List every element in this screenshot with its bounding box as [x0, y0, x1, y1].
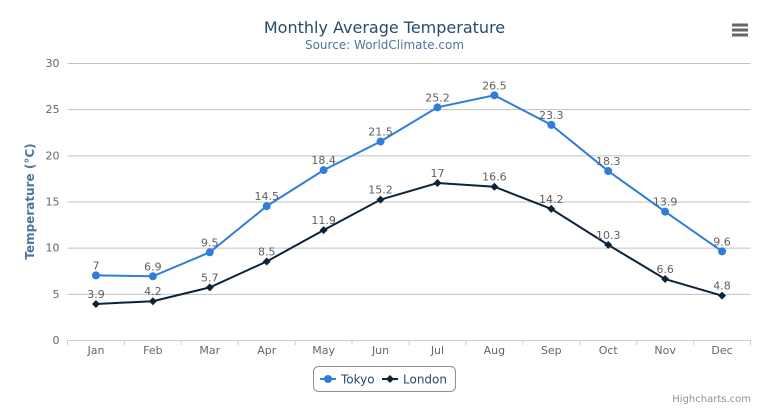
legend: Tokyo London [313, 366, 456, 392]
data-label: 5.7 [201, 271, 219, 284]
data-label: 9.5 [201, 236, 219, 249]
series-line-tokyo [95, 94, 723, 278]
data-label: 4.8 [713, 280, 731, 293]
data-label: 10.3 [596, 229, 621, 242]
legend-label: Tokyo [340, 373, 375, 387]
chart-subtitle: Source: WorldClimate.com [305, 38, 464, 52]
legend-item-london[interactable]: London [382, 373, 447, 387]
data-point [262, 202, 271, 211]
data-label: 8.5 [258, 246, 276, 259]
data-point [604, 240, 613, 249]
y-tick-label: 20 [46, 149, 60, 162]
y-tick-label: 10 [46, 242, 60, 255]
chart-title: Monthly Average Temperature [264, 18, 505, 37]
data-point [490, 182, 499, 191]
data-point [604, 167, 613, 176]
data-label: 14.5 [254, 190, 279, 203]
data-label: 26.5 [482, 79, 507, 92]
data-label: 4.2 [144, 285, 162, 298]
hamburger-menu-icon [732, 23, 748, 37]
data-point [433, 179, 442, 188]
x-tick-label: Mar [199, 344, 220, 357]
y-tick-label: 30 [46, 57, 60, 70]
series-line-london [95, 182, 723, 305]
x-tick-label: Feb [143, 344, 162, 357]
y-tick-label: 25 [46, 103, 60, 116]
data-label: 17 [430, 167, 444, 180]
data-label: 13.9 [653, 196, 678, 209]
data-label: 16.6 [482, 171, 507, 184]
data-label: 7 [92, 259, 99, 272]
data-point [433, 103, 442, 112]
data-label: 11.9 [311, 214, 336, 227]
y-axis-title: Temperature (°C) [23, 143, 37, 259]
data-point [148, 272, 157, 281]
data-point [319, 166, 328, 175]
x-tick-label: Sep [541, 344, 562, 357]
x-tick-label: Aug [484, 344, 505, 357]
x-tick-label: Apr [257, 344, 277, 357]
data-point [376, 195, 385, 204]
data-point [547, 204, 556, 213]
data-label: 15.2 [368, 184, 393, 197]
y-tick-label: 5 [53, 288, 60, 301]
data-point [91, 299, 100, 308]
data-point [91, 271, 100, 280]
x-tick-label: Dec [711, 344, 732, 357]
data-point [490, 91, 499, 100]
data-point [262, 257, 271, 266]
data-label: 14.2 [539, 193, 564, 206]
data-point [661, 275, 670, 284]
data-point [205, 283, 214, 292]
credits-link[interactable]: Highcharts.com [672, 394, 751, 405]
data-point [148, 297, 157, 306]
data-label: 6.9 [144, 260, 162, 273]
data-label: 18.3 [596, 155, 621, 168]
x-tick-label: Jul [430, 344, 444, 357]
y-tick-label: 15 [46, 196, 60, 209]
data-point [718, 291, 727, 300]
data-label: 9.6 [713, 235, 731, 248]
menu-button[interactable] [728, 18, 752, 40]
legend-item-tokyo[interactable]: Tokyo [320, 373, 375, 387]
data-point [718, 247, 727, 256]
data-label: 21.5 [368, 125, 393, 138]
x-tick-label: May [312, 344, 335, 357]
data-label: 6.6 [656, 263, 674, 276]
x-tick-label: Jan [86, 344, 104, 357]
data-point [661, 207, 670, 216]
data-label: 25.2 [425, 91, 450, 104]
data-point [319, 226, 328, 235]
data-label: 18.4 [311, 154, 336, 167]
data-point [205, 248, 214, 257]
data-label: 3.9 [87, 288, 105, 301]
data-label: 23.3 [539, 109, 564, 122]
x-tick-label: Oct [599, 344, 619, 357]
data-point [547, 120, 556, 129]
x-tick-label: Jun [371, 344, 389, 357]
legend-label: London [403, 373, 447, 387]
data-point [376, 137, 385, 146]
y-tick-label: 0 [53, 334, 60, 347]
x-tick-label: Nov [654, 344, 676, 357]
